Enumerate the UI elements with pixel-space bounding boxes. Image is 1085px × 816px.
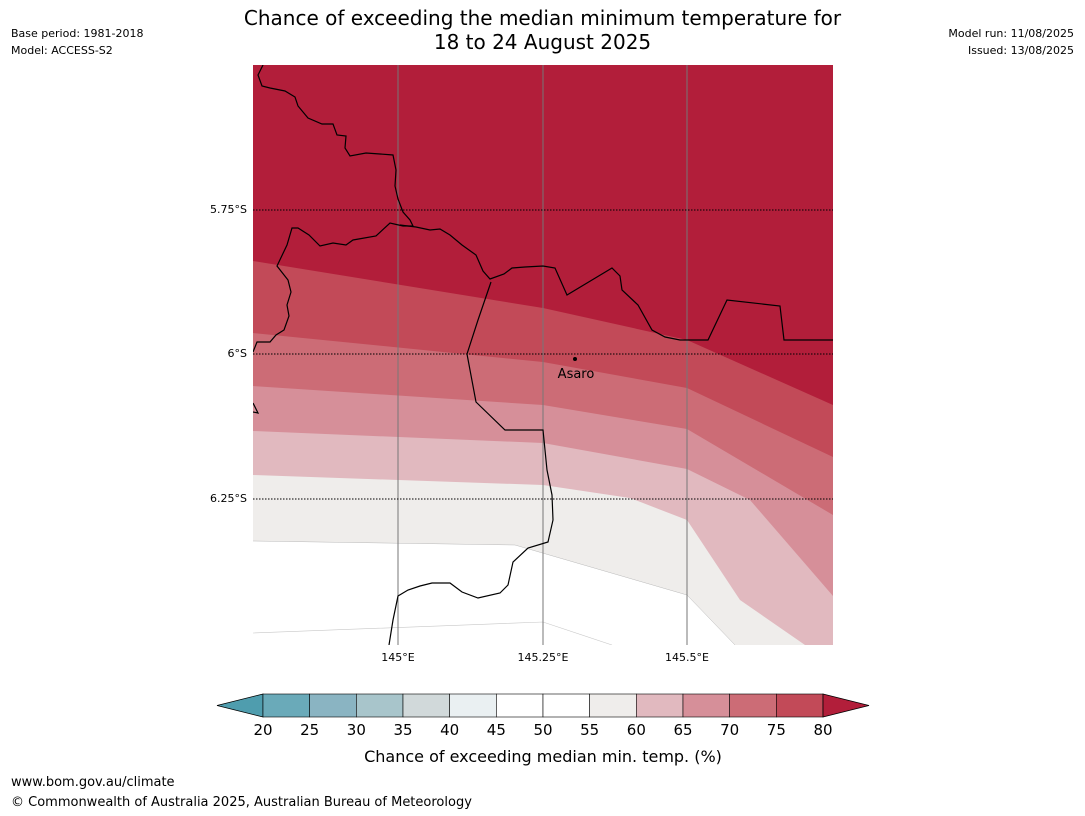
boundary-central xyxy=(399,224,833,341)
contour-line-55 xyxy=(253,540,736,645)
colorbar-cell-70 xyxy=(729,693,777,718)
colorbar-cell-30 xyxy=(356,693,404,718)
boundary-south xyxy=(388,281,554,645)
boundary-north xyxy=(253,65,414,353)
colorbar-tick-45: 45 xyxy=(487,721,506,739)
lat-label-5-75: 5.75°S xyxy=(210,203,247,216)
asaro-marker xyxy=(573,357,577,361)
base-period-text: Base period: 1981-2018 xyxy=(11,27,144,40)
colorbar-cell-60 xyxy=(636,693,684,718)
title-line-2: 18 to 24 August 2025 xyxy=(433,30,652,54)
colorbar-cells xyxy=(262,693,824,718)
colorbar-tick-70: 70 xyxy=(720,721,739,739)
colorbar-tick-30: 30 xyxy=(347,721,366,739)
meta-right: Model run: 11/08/2025 Issued: 13/08/2025 xyxy=(948,25,1074,59)
meta-left: Base period: 1981-2018 Model: ACCESS-S2 xyxy=(11,25,143,59)
title-line-1: Chance of exceeding the median minimum t… xyxy=(243,6,842,30)
boundary-west-fragment xyxy=(253,402,260,414)
lon-label-145-25: 145.25°E xyxy=(518,651,569,664)
lat-label-6: 6°S xyxy=(228,347,247,360)
lat-label-6-25: 6.25°S xyxy=(210,492,247,505)
colorbar-tick-20: 20 xyxy=(253,721,272,739)
colorbar-tick-35: 35 xyxy=(393,721,412,739)
place-label-asaro: Asaro xyxy=(558,367,595,382)
province-boundaries xyxy=(253,65,833,645)
colorbar-under-arrow xyxy=(216,693,264,718)
colorbar-title: Chance of exceeding median min. temp. (%… xyxy=(364,747,722,766)
issued-text: Issued: 13/08/2025 xyxy=(967,44,1074,57)
colorbar-tick-65: 65 xyxy=(673,721,692,739)
band-50-55 xyxy=(253,541,735,645)
colorbar-cell-25 xyxy=(309,693,357,718)
colorbar: 20 25 30 35 40 45 50 55 60 65 70 75 80 Chance of exc… xyxy=(216,693,870,766)
gridlines xyxy=(253,65,833,645)
colorbar-tick-75: 75 xyxy=(767,721,786,739)
colorbar-cell-50 xyxy=(542,693,590,718)
colorbar-tick-40: 40 xyxy=(440,721,459,739)
colorbar-tick-50: 50 xyxy=(533,721,552,739)
colorbar-tick-80: 80 xyxy=(813,721,832,739)
colorbar-cell-40 xyxy=(449,693,497,718)
colorbar-over-arrow xyxy=(822,693,870,718)
footer-copyright: © Commonwealth of Australia 2025, Austra… xyxy=(11,795,472,810)
colorbar-cell-45 xyxy=(496,693,544,718)
colorbar-tick-55: 55 xyxy=(580,721,599,739)
lon-label-145: 145°E xyxy=(381,651,414,664)
colorbar-cell-75 xyxy=(776,693,824,718)
colorbar-cell-65 xyxy=(682,693,730,718)
map-title: Chance of exceeding the median minimum t… xyxy=(180,6,905,54)
footer-url: www.bom.gov.au/climate xyxy=(11,775,175,790)
colorbar-tick-60: 60 xyxy=(627,721,646,739)
model-text: Model: ACCESS-S2 xyxy=(11,44,113,57)
colorbar-cell-35 xyxy=(402,693,450,718)
colorbar-tick-labels: 20 25 30 35 40 45 50 55 60 65 70 75 80 xyxy=(253,721,832,739)
colorbar-tick-25: 25 xyxy=(300,721,319,739)
model-run-text: Model run: 11/08/2025 xyxy=(948,27,1074,40)
colorbar-cell-20 xyxy=(262,693,310,718)
colorbar-cell-55 xyxy=(589,693,637,718)
lon-label-145-5: 145.5°E xyxy=(665,651,709,664)
